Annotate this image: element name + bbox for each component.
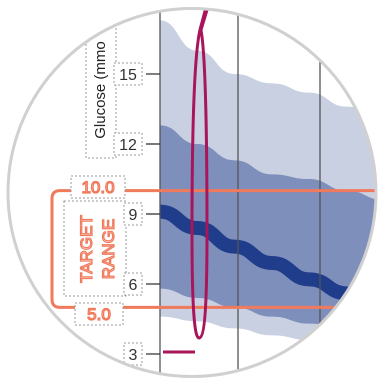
highlight-loop [190, 9, 212, 340]
target-label-line1: TARGET [77, 215, 96, 283]
y-tick-label-9: 9 [129, 207, 138, 224]
y-tick-label-15: 15 [119, 67, 137, 84]
y-tick-label-box [123, 272, 143, 296]
y-tick-label-box [113, 62, 143, 86]
y-tick-label-3: 3 [129, 347, 138, 364]
y-tick-label-box [123, 202, 143, 226]
target-range: 10.0 5.0 TARGET RANGE [50, 175, 375, 326]
target-bracket [50, 189, 75, 309]
y-tick-label-12: 12 [119, 137, 137, 154]
y-tick-label-box [123, 342, 143, 366]
y-axis: Glucose (mmo 15 12 9 6 3 [85, 13, 160, 366]
target-upper-value: 10.0 [81, 178, 114, 197]
target-upper-box [70, 175, 126, 199]
target-label-line2: RANGE [99, 219, 118, 279]
y-axis-label: Glucose (mmo [92, 41, 109, 139]
target-lower-value: 5.0 [87, 305, 111, 324]
target-lower-box [74, 302, 124, 326]
magnifier-bezel [6, 7, 378, 378]
y-tick-label-6: 6 [129, 277, 138, 294]
y-tick-label-box [113, 132, 143, 156]
target-label-box [63, 200, 127, 297]
